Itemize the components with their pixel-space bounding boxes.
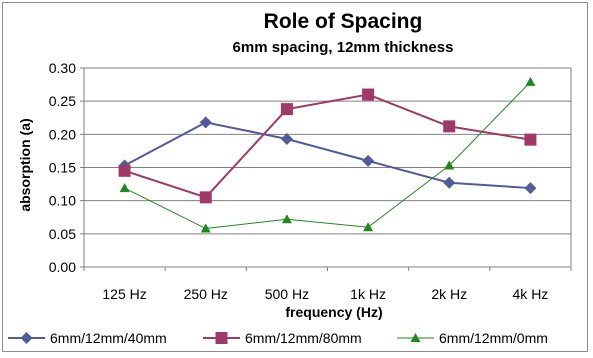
- y-tick-label: 0.05: [49, 226, 76, 242]
- legend: 6mm/12mm/40mm 6mm/12mm/80mm 6mm/12mm/0mm: [8, 330, 548, 346]
- data-point: [281, 214, 292, 224]
- x-tick-label: 125 Hz: [102, 286, 146, 302]
- axes: 0.00 0.05 0.10 0.15 0.20 0.25 0.30 125 Hz 250 Hz…: [49, 60, 572, 302]
- data-point: [199, 191, 212, 204]
- series-3: [119, 76, 536, 233]
- legend-label: 6mm/12mm/0mm: [439, 330, 548, 346]
- chart-subtitle: 6mm spacing, 12mm thickness: [233, 39, 454, 56]
- legend-item: 6mm/12mm/0mm: [397, 330, 548, 346]
- data-point: [362, 154, 375, 167]
- legend-item: 6mm/12mm/40mm: [8, 330, 167, 346]
- x-tick-label: 500 Hz: [265, 286, 309, 302]
- y-tick-label: 0.15: [49, 160, 76, 176]
- chart-title: Role of Spacing: [264, 10, 423, 33]
- chart-frame: [2, 2, 588, 352]
- x-axis-label: frequency (Hz): [285, 304, 382, 320]
- series-1: [118, 116, 537, 195]
- legend-marker: [20, 332, 33, 344]
- y-tick-label: 0.30: [49, 60, 76, 76]
- data-point: [363, 222, 374, 232]
- data-point: [119, 183, 130, 193]
- x-tick-label: 250 Hz: [184, 286, 228, 302]
- series-line: [124, 121, 531, 190]
- series-layer: [118, 76, 537, 233]
- data-point: [280, 132, 293, 145]
- legend-label: 6mm/12mm/40mm: [50, 330, 167, 346]
- data-point: [199, 116, 212, 129]
- gridlines: [83, 67, 572, 268]
- y-tick-label: 0.00: [49, 259, 76, 275]
- data-point: [524, 133, 537, 146]
- series-2: [118, 88, 537, 204]
- data-point: [443, 176, 456, 189]
- y-tick-label: 0.20: [49, 126, 76, 142]
- data-point: [200, 223, 211, 233]
- data-point: [362, 88, 375, 101]
- legend-marker: [410, 333, 421, 342]
- legend-label: 6mm/12mm/80mm: [245, 330, 362, 346]
- x-tick-label: 1k Hz: [350, 286, 386, 302]
- data-point: [280, 103, 293, 116]
- series-line: [124, 93, 531, 199]
- data-point: [443, 120, 456, 133]
- data-point: [525, 76, 536, 86]
- series-line: [124, 81, 531, 230]
- y-tick-label: 0.25: [49, 93, 76, 109]
- data-point: [524, 182, 537, 195]
- x-tick-label: 2k Hz: [431, 286, 467, 302]
- data-point: [118, 164, 131, 177]
- y-tick-label: 0.10: [49, 193, 76, 209]
- legend-item: 6mm/12mm/80mm: [203, 330, 362, 346]
- data-point: [444, 160, 455, 170]
- legend-marker: [215, 332, 228, 344]
- y-axis-label: absorption (a): [17, 118, 33, 211]
- x-tick-label: 4k Hz: [513, 286, 549, 302]
